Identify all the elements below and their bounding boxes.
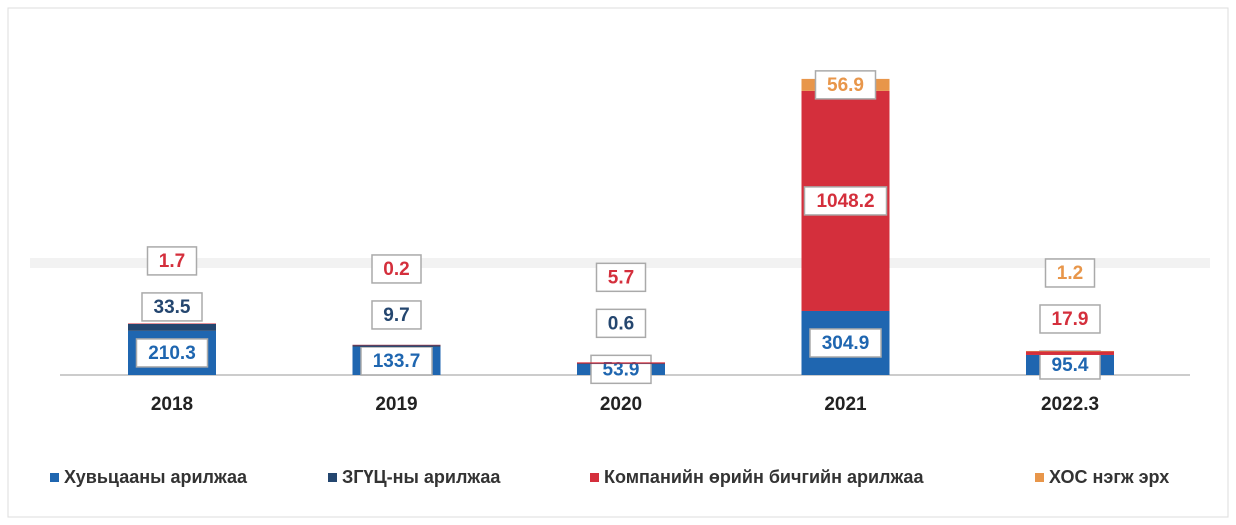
data-label: 95.4 bbox=[1052, 355, 1089, 376]
x-tick-label: 2018 bbox=[151, 394, 193, 415]
label-box bbox=[135, 338, 209, 368]
label-box bbox=[371, 300, 422, 330]
data-label: 1.7 bbox=[159, 251, 185, 272]
data-label: 210.3 bbox=[148, 343, 196, 364]
label-box bbox=[595, 262, 647, 293]
bar-segment bbox=[128, 323, 216, 324]
legend-label: ЗГҮЦ-ны арилжаа bbox=[342, 467, 501, 487]
data-label: 1.2 bbox=[1057, 263, 1083, 284]
data-label: 0.2 bbox=[383, 259, 409, 280]
legend-label: Хувьцааны арилжаа bbox=[64, 467, 248, 487]
legend-swatch bbox=[50, 473, 59, 482]
label-box bbox=[803, 186, 888, 216]
data-label: 53.9 bbox=[603, 359, 640, 380]
data-label: 0.6 bbox=[608, 313, 634, 334]
bar-segment bbox=[1026, 351, 1114, 355]
data-label: 304.9 bbox=[822, 333, 870, 354]
data-label: 1048.2 bbox=[816, 191, 874, 212]
legend-swatch bbox=[328, 473, 337, 482]
label-box bbox=[814, 70, 877, 100]
data-label: 9.7 bbox=[383, 305, 409, 326]
legend-label: ХОС нэгж эрх bbox=[1049, 467, 1169, 487]
label-box bbox=[371, 254, 422, 284]
x-tick-label: 2020 bbox=[600, 394, 642, 415]
label-box bbox=[146, 246, 198, 276]
legend-label: Компанийн өрийн бичгийн арилжаа bbox=[604, 467, 924, 487]
data-label: 133.7 bbox=[373, 351, 421, 372]
data-label: 33.5 bbox=[154, 297, 191, 318]
x-tick-label: 2022.3 bbox=[1041, 394, 1099, 415]
bar-segment bbox=[577, 362, 665, 364]
label-box bbox=[809, 328, 882, 358]
label-box bbox=[1044, 258, 1096, 288]
label-box bbox=[590, 354, 652, 385]
legend-swatch bbox=[590, 473, 599, 482]
bar-segment bbox=[577, 363, 665, 365]
data-label: 5.7 bbox=[608, 267, 634, 288]
label-box bbox=[360, 346, 433, 376]
bar-segment bbox=[352, 344, 441, 347]
legend-swatch bbox=[1035, 473, 1044, 482]
x-tick-label: 2021 bbox=[824, 394, 867, 415]
bar-segment bbox=[352, 344, 441, 346]
bar-segment bbox=[128, 323, 216, 331]
data-label: 56.9 bbox=[827, 75, 864, 96]
x-tick-label: 2019 bbox=[375, 394, 417, 415]
bar-segment bbox=[1026, 350, 1114, 352]
data-label: 17.9 bbox=[1052, 309, 1089, 330]
label-box bbox=[1039, 304, 1101, 334]
label-box bbox=[141, 292, 203, 322]
label-box bbox=[595, 308, 647, 339]
